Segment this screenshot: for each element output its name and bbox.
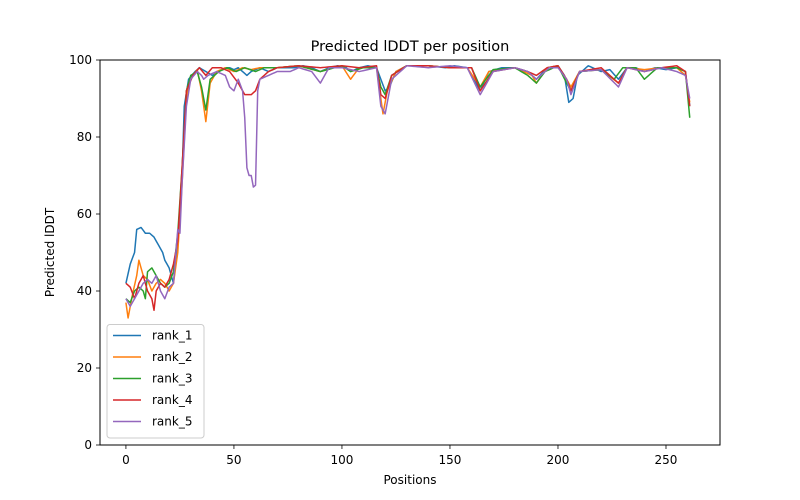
- x-tick-label: 0: [122, 453, 130, 467]
- series-line-rank_5: [125, 65, 691, 308]
- series-line-rank_4: [125, 65, 691, 311]
- x-tick-label: 50: [226, 453, 241, 467]
- series-line-rank_2: [125, 65, 691, 319]
- plot-frame: [99, 59, 721, 446]
- legend-label-rank_3: rank_3: [152, 372, 192, 386]
- legend-label-rank_2: rank_2: [152, 350, 192, 364]
- y-tick-label: 80: [77, 130, 92, 144]
- x-tick-label: 150: [439, 453, 462, 467]
- x-tick-label: 200: [547, 453, 570, 467]
- x-axis-title: Positions: [384, 473, 437, 487]
- chart-title: Predicted lDDT per position: [311, 39, 510, 55]
- legend: rank_1 rank_2 rank_3 rank_4 rank_5: [106, 324, 205, 439]
- series-line-rank_3: [125, 65, 691, 304]
- y-tick-label: 40: [77, 284, 92, 298]
- y-tick-label: 60: [77, 207, 92, 221]
- y-tick-label: 100: [69, 53, 92, 67]
- x-tick-label: 100: [330, 453, 353, 467]
- y-axis: 0 20 40 60 80 100: [69, 53, 100, 452]
- legend-label-rank_4: rank_4: [152, 393, 192, 407]
- y-tick-label: 0: [84, 438, 92, 452]
- legend-label-rank_5: rank_5: [152, 415, 192, 429]
- plot-area: [125, 65, 691, 319]
- x-axis: 0 50 100 150 200 250: [122, 445, 677, 467]
- legend-box: [106, 324, 205, 439]
- legend-label-rank_1: rank_1: [152, 329, 192, 343]
- x-tick-label: 250: [655, 453, 678, 467]
- y-tick-label: 20: [77, 361, 92, 375]
- y-axis-title: Predicted lDDT: [43, 207, 57, 297]
- series-line-rank_1: [125, 65, 691, 285]
